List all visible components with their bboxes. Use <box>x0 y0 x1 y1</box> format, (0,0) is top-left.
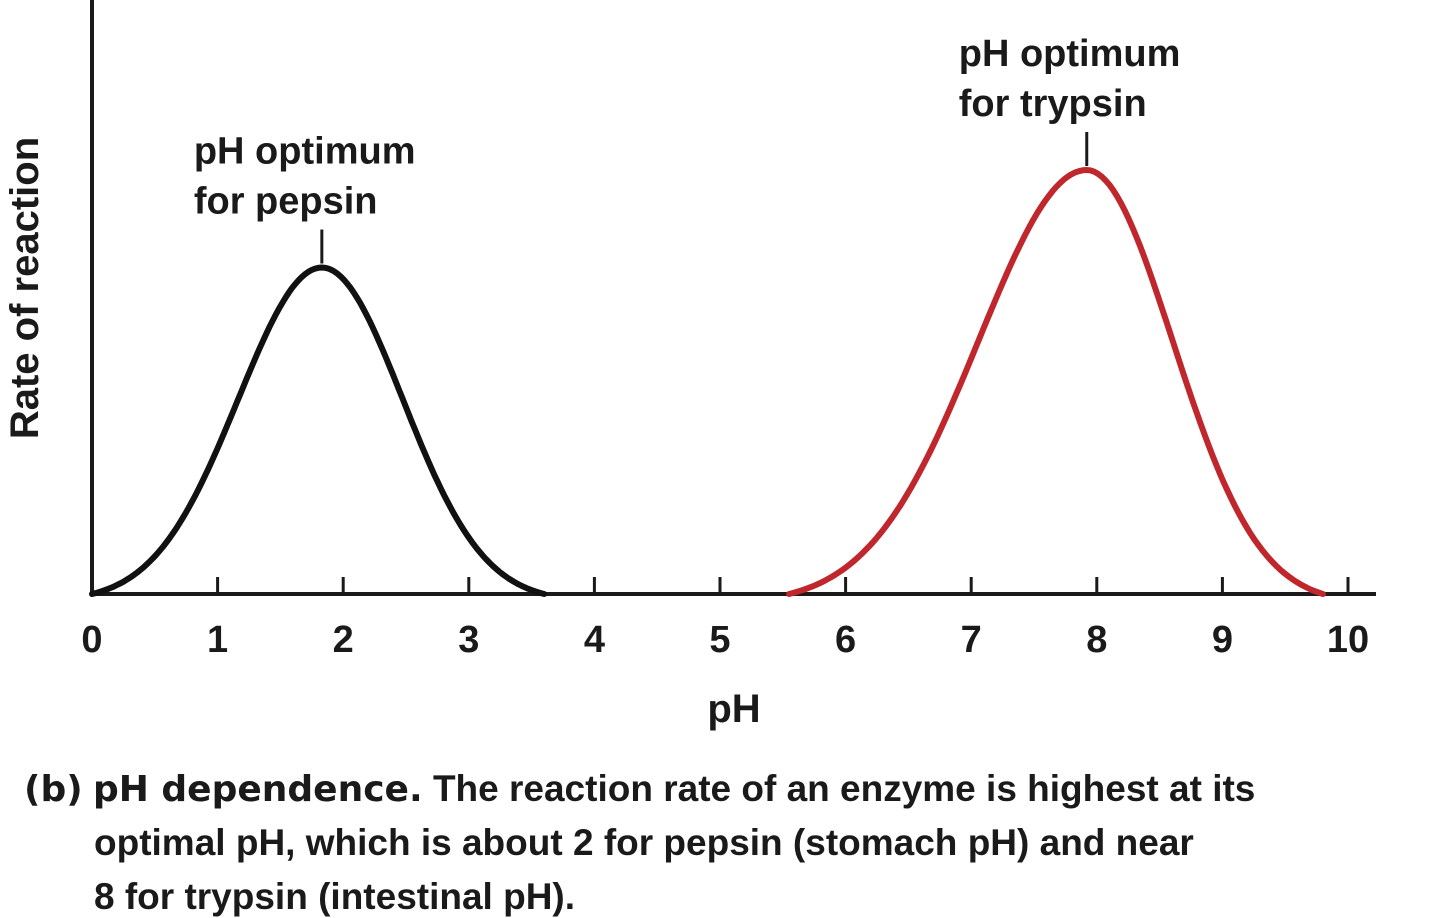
caption-line-3: 8 for trypsin (intestinal pH). <box>94 876 576 917</box>
chart-annotations: pH optimum for pepsin pH optimum for trypsi… <box>194 33 1181 264</box>
x-tick-label: 5 <box>709 619 730 661</box>
caption-label: (b) <box>24 769 83 810</box>
chart: 0 1 2 3 4 5 6 7 8 9 10 pH Rate of reaction pH optimu… <box>3 0 1376 731</box>
annotation-trypsin-line2: for trypsin <box>959 83 1147 125</box>
x-tick-label: 1 <box>207 619 228 661</box>
x-tick-label: 6 <box>835 619 856 661</box>
chart-axes: 0 1 2 3 4 5 6 7 8 9 10 pH Rate of reaction <box>3 0 1376 731</box>
figure-caption: (b) pH dependence. The reaction rate of … <box>24 762 1440 918</box>
caption-heading: pH dependence. <box>92 769 423 810</box>
caption-text-1: The reaction rate of an enzyme is highes… <box>432 768 1256 809</box>
x-tick-label: 4 <box>584 619 605 661</box>
x-tick-label: 8 <box>1086 619 1107 661</box>
x-tick-label: 10 <box>1327 619 1369 661</box>
x-axis-label: pH <box>707 687 760 731</box>
chart-series <box>89 167 1326 597</box>
series-line-trypsin <box>786 167 1326 597</box>
series-line-pepsin <box>89 264 548 597</box>
annotation-pepsin-line1: pH optimum <box>194 131 416 173</box>
x-tick-label: 0 <box>81 619 102 661</box>
x-tick-label: 7 <box>961 619 982 661</box>
caption-line-2: optimal pH, which is about 2 for pepsin … <box>94 822 1194 863</box>
x-tick-label: 2 <box>333 619 354 661</box>
y-axis-label: Rate of reaction <box>3 137 47 439</box>
annotation-pepsin-line2: for pepsin <box>194 181 378 223</box>
caption-line-1: (b) pH dependence. The reaction rate of … <box>24 762 1440 816</box>
annotation-trypsin-line1: pH optimum <box>959 33 1181 75</box>
x-tick-label: 9 <box>1212 619 1233 661</box>
x-tick-label: 3 <box>458 619 479 661</box>
